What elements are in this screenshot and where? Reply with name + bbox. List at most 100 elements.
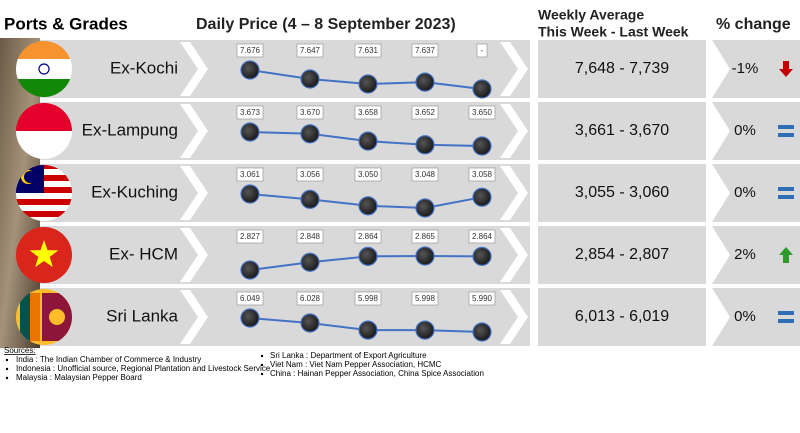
header-daily: Daily Price (4 – 8 September 2023) xyxy=(196,16,456,33)
chevron xyxy=(180,104,208,158)
bullet xyxy=(5,367,9,371)
trend-icon xyxy=(778,125,794,129)
weekly-average: 3,661 - 3,670 xyxy=(575,122,669,139)
row: Ex-Kuching 3.061 3.056 3.050 3.048 3.058 3,055… xyxy=(16,164,800,222)
price-point xyxy=(300,189,320,209)
row-band xyxy=(40,288,530,346)
price-label: 3.652 xyxy=(415,108,436,117)
missing-point xyxy=(472,79,492,99)
header-ports: Ports & Grades xyxy=(4,14,128,33)
flag-part xyxy=(16,79,72,97)
flag-part xyxy=(20,293,30,341)
port-name: Sri Lanka xyxy=(106,306,178,325)
source-bullet: Viet Nam : Viet Nam Pepper Association, … xyxy=(270,360,442,369)
chevron xyxy=(180,290,208,344)
price-label-box xyxy=(354,291,382,306)
price-label-box xyxy=(296,291,324,306)
price-label: 6.028 xyxy=(300,294,321,303)
price-label-box xyxy=(411,291,439,306)
price-point xyxy=(240,260,260,280)
price-label: 7.631 xyxy=(358,46,379,55)
bullet xyxy=(5,358,9,362)
price-point xyxy=(415,72,435,92)
price-label: 3.058 xyxy=(472,170,493,179)
weekly-band xyxy=(538,226,706,284)
port-name: Ex-Kochi xyxy=(110,58,178,77)
price-label: 3.056 xyxy=(300,170,321,179)
flag-part xyxy=(29,240,59,268)
flag xyxy=(16,165,72,221)
source-bullet: Sri Lanka : Department of Export Agricul… xyxy=(270,351,427,360)
row: Sri Lanka 6.049 6.028 5.998 5.998 5.990 6,013 … xyxy=(16,288,800,346)
price-point xyxy=(415,320,435,340)
flag-part xyxy=(30,293,40,341)
source-bullet: Malaysia : Malaysian Pepper Board xyxy=(16,373,142,382)
bullet xyxy=(260,354,264,358)
price-label-box xyxy=(296,105,324,120)
price-label-box xyxy=(296,43,324,58)
price-point xyxy=(300,69,320,89)
price-point xyxy=(472,246,492,266)
price-point xyxy=(300,252,320,272)
price-label: 2.864 xyxy=(472,232,493,241)
trend-icon xyxy=(778,195,794,199)
price-label-box xyxy=(468,167,496,182)
source-bullet: India : The Indian Chamber of Commerce &… xyxy=(16,355,201,364)
price-point xyxy=(240,184,260,204)
price-point xyxy=(358,196,378,216)
price-point xyxy=(240,122,260,142)
trend-icon xyxy=(779,247,793,263)
price-label-box xyxy=(296,167,324,182)
source-bullet: China : Hainan Pepper Association, China… xyxy=(270,369,484,378)
row: Ex-Kochi 7.676 7.647 7.631 7.637 - 7,648 - 7,7… xyxy=(16,40,800,99)
chevron xyxy=(500,42,528,96)
trend-icon xyxy=(779,61,793,77)
price-label-box xyxy=(476,43,488,58)
source-bullet: Indonesia : Unofficial source, Regional … xyxy=(16,364,271,373)
chevron xyxy=(180,166,208,220)
flag-part xyxy=(24,171,36,183)
price-point xyxy=(472,136,492,156)
header-weekly: This Week - Last Week xyxy=(538,24,689,40)
flag xyxy=(16,289,72,345)
price-label-box xyxy=(411,229,439,244)
price-label: 7.676 xyxy=(240,46,261,55)
price-label: 2.864 xyxy=(358,232,379,241)
flag-part xyxy=(16,211,72,217)
price-label: 3.061 xyxy=(240,170,261,179)
chevron xyxy=(500,228,528,282)
bullet xyxy=(260,363,264,367)
bullet xyxy=(260,372,264,376)
row-band xyxy=(40,102,530,160)
price-point xyxy=(415,246,435,266)
change-band xyxy=(712,288,800,346)
bullet xyxy=(5,376,9,380)
price-label-box xyxy=(411,167,439,182)
flag-part xyxy=(16,205,72,211)
sources-title: Sources: xyxy=(4,346,36,355)
trend-icon xyxy=(778,319,794,323)
price-label-box xyxy=(354,229,382,244)
row-band xyxy=(40,226,530,284)
price-label: 2.865 xyxy=(415,232,436,241)
port-name: Ex-Kuching xyxy=(91,182,178,201)
flag xyxy=(16,227,72,283)
price-line xyxy=(249,69,426,86)
weekly-band xyxy=(538,164,706,222)
chevron xyxy=(180,42,208,96)
row: Ex-Lampung 3.673 3.670 3.658 3.652 3.650 3,661… xyxy=(16,102,800,160)
price-point xyxy=(240,308,260,328)
flag-part xyxy=(16,59,72,79)
price-label: 3.670 xyxy=(300,108,321,117)
price-label-box xyxy=(236,291,264,306)
price-label-box xyxy=(354,105,382,120)
change-value: -1% xyxy=(732,60,759,77)
price-label: 7.647 xyxy=(300,46,321,55)
change-value: 0% xyxy=(734,184,756,201)
price-point xyxy=(415,198,435,218)
price-point xyxy=(472,322,492,342)
weekly-band xyxy=(538,40,706,98)
chevron xyxy=(500,104,528,158)
